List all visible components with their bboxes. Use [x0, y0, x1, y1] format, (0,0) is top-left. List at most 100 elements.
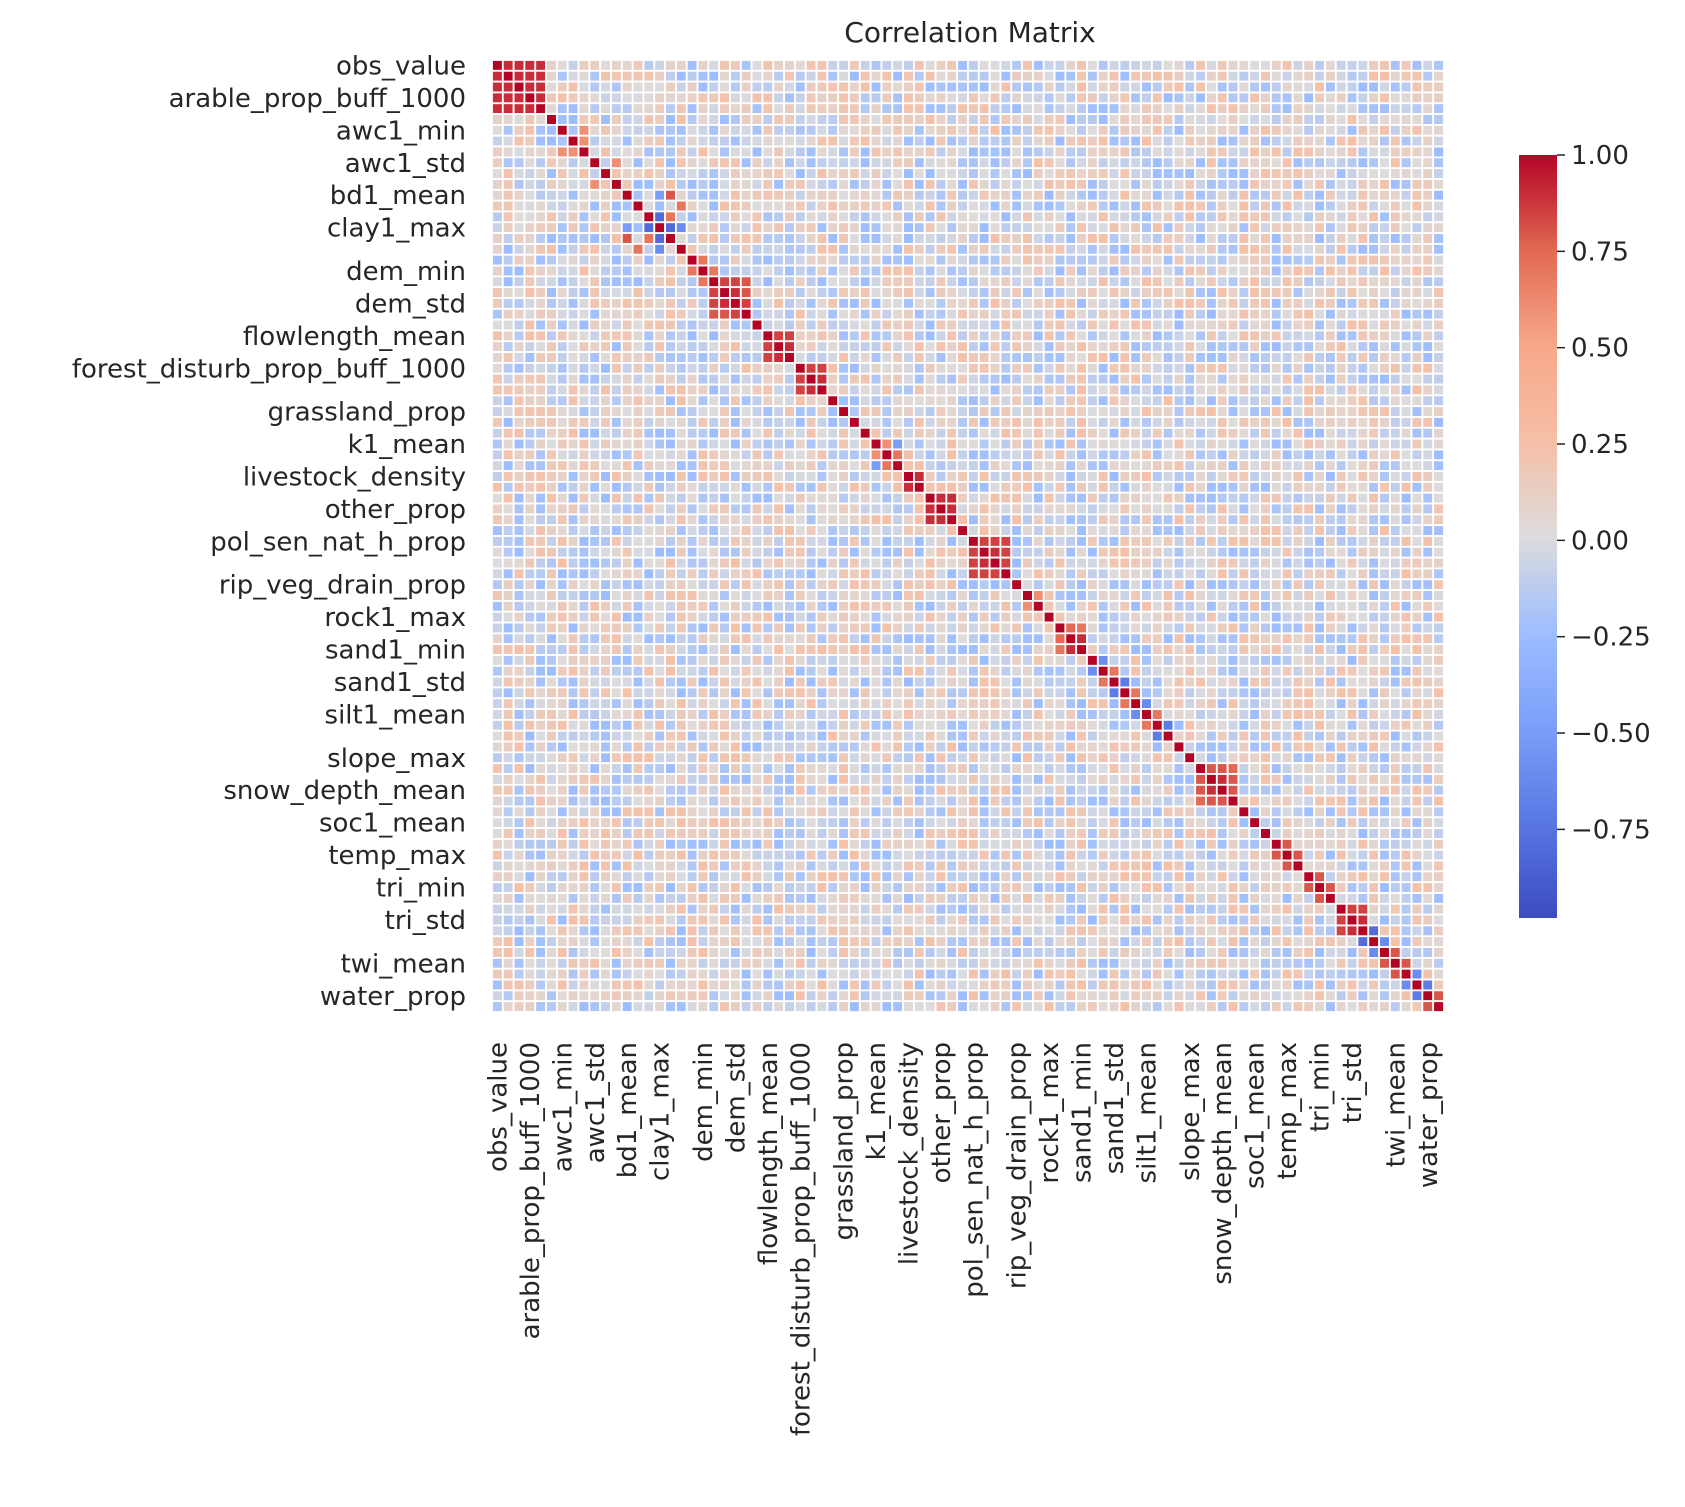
heatmap-cell [1075, 59, 1088, 72]
heatmap-cell [1118, 437, 1132, 451]
heatmap-cell [1432, 286, 1445, 299]
heatmap-cell [1107, 470, 1121, 483]
heatmap-cell [1064, 491, 1078, 505]
heatmap-cell [1096, 426, 1110, 440]
heatmap-cell [1075, 124, 1088, 137]
heatmap-cell [869, 654, 883, 667]
heatmap-cell [556, 491, 569, 505]
heatmap-cell [1172, 383, 1186, 397]
heatmap-cell [999, 134, 1013, 148]
heatmap-cell [1367, 654, 1380, 667]
heatmap-cell [1021, 470, 1034, 483]
heatmap-cell [826, 307, 840, 321]
heatmap-cell [577, 372, 591, 386]
heatmap-cell [1367, 113, 1380, 126]
heatmap-cell [664, 329, 677, 343]
heatmap-cell [1410, 535, 1424, 548]
heatmap-cell [804, 178, 818, 191]
heatmap-cell [837, 502, 850, 516]
heatmap-cell [534, 578, 547, 591]
heatmap-cell [588, 188, 602, 202]
heatmap-cell [718, 632, 731, 646]
heatmap-cell [685, 632, 699, 646]
heatmap-cell [804, 59, 818, 72]
heatmap-cell [1410, 167, 1424, 180]
heatmap-cell [1129, 199, 1142, 213]
heatmap-cell [1194, 416, 1207, 429]
heatmap-cell [664, 167, 677, 180]
heatmap-cell [1334, 589, 1348, 602]
heatmap-cell [1010, 632, 1023, 646]
heatmap-cell [1151, 405, 1164, 418]
heatmap-cell [1161, 145, 1175, 159]
heatmap-cell [999, 545, 1013, 559]
heatmap-cell [566, 405, 580, 418]
heatmap-cell [1432, 372, 1445, 386]
heatmap-cell [804, 264, 818, 278]
heatmap-cell [1237, 264, 1251, 278]
heatmap-cell [1313, 113, 1326, 126]
heatmap-cell [880, 134, 894, 148]
heatmap-cell [1345, 264, 1359, 278]
heatmap-cell [1107, 621, 1121, 635]
heatmap-cell [837, 394, 850, 408]
heatmap-cell [1140, 491, 1153, 505]
heatmap-cell [545, 502, 558, 516]
heatmap-cell [545, 491, 558, 505]
heatmap-cell [696, 394, 710, 408]
heatmap-cell [1107, 491, 1121, 505]
heatmap-cell [1345, 448, 1359, 462]
heatmap-cell [988, 188, 1002, 202]
heatmap-cell [1399, 502, 1413, 516]
heatmap-cell [967, 102, 980, 115]
heatmap-cell [610, 102, 623, 115]
heatmap-cell [1270, 134, 1283, 148]
heatmap-cell [653, 600, 666, 613]
heatmap-cell [1259, 145, 1272, 159]
heatmap-cell [869, 221, 883, 234]
heatmap-cell [988, 145, 1002, 159]
heatmap-cell [1259, 578, 1272, 591]
heatmap-cell [718, 481, 731, 494]
heatmap-cell [556, 351, 569, 364]
heatmap-cell [826, 502, 840, 516]
heatmap-cell [1270, 567, 1283, 581]
heatmap-cell [1064, 286, 1078, 299]
heatmap-cell [491, 124, 504, 137]
heatmap-cell [1356, 167, 1370, 180]
heatmap-cell [642, 199, 656, 213]
heatmap-cell [815, 448, 829, 462]
heatmap-cell [1378, 91, 1391, 105]
heatmap-cell [1140, 643, 1153, 656]
heatmap-cell [1075, 145, 1088, 159]
heatmap-cell [664, 134, 677, 148]
heatmap-cell [631, 340, 645, 353]
heatmap-cell [707, 329, 721, 343]
heatmap-cell [1215, 264, 1229, 278]
heatmap-cell [1064, 405, 1078, 418]
heatmap-cell [815, 145, 829, 159]
heatmap-cell [566, 556, 580, 570]
heatmap-cell [1270, 199, 1283, 213]
heatmap-cell [1226, 426, 1240, 440]
heatmap-cell [804, 232, 818, 245]
heatmap-cell [999, 178, 1013, 191]
heatmap-cell [588, 524, 602, 537]
heatmap-cell [653, 167, 666, 180]
heatmap-cell [1129, 178, 1142, 191]
heatmap-cell [739, 286, 753, 299]
heatmap-cell [1032, 243, 1045, 256]
heatmap-cell [1053, 264, 1067, 278]
heatmap-cell [913, 167, 926, 180]
heatmap-cell [707, 589, 721, 602]
heatmap-cell [1313, 416, 1326, 429]
heatmap-cell [999, 340, 1013, 353]
heatmap-cell [1172, 372, 1186, 386]
heatmap-cell [804, 351, 818, 364]
heatmap-cell [1075, 329, 1088, 343]
heatmap-cell [1183, 167, 1197, 180]
heatmap-cell [1291, 167, 1305, 180]
heatmap-cell [826, 318, 840, 332]
heatmap-cell [523, 664, 537, 678]
heatmap-cell [491, 545, 504, 559]
